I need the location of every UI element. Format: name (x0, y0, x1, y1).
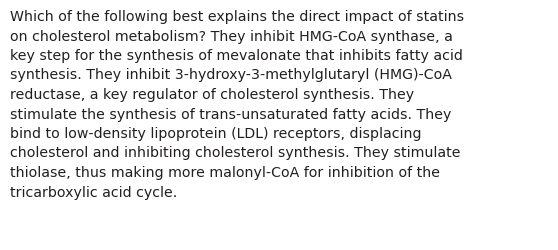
Text: Which of the following best explains the direct impact of statins
on cholesterol: Which of the following best explains the… (10, 10, 464, 199)
